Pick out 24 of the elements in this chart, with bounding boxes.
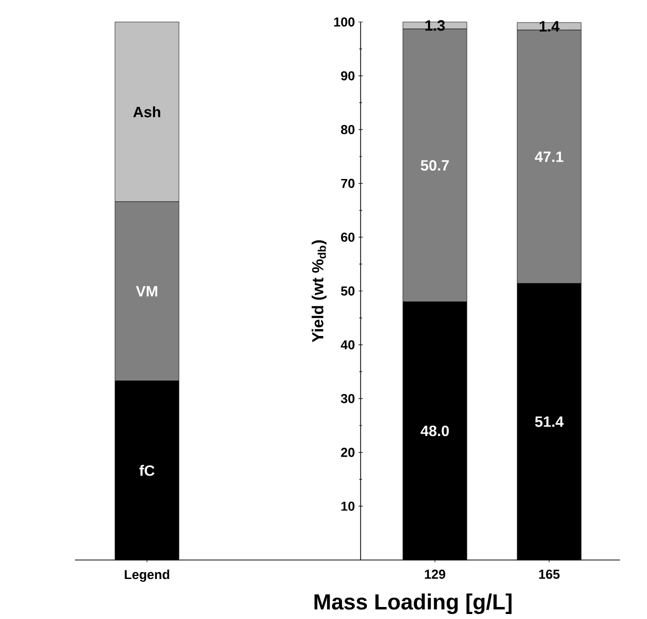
y-tick-label: 80 bbox=[340, 125, 354, 134]
data-label: 51.4 bbox=[535, 416, 564, 427]
x-tick-label: 165 bbox=[539, 570, 560, 579]
y-tick-label: 70 bbox=[341, 178, 354, 188]
y-tick-label: 40 bbox=[340, 340, 354, 350]
series-label: fC bbox=[139, 464, 154, 476]
series-label: Ash bbox=[133, 106, 160, 118]
data-label: 1.3 bbox=[425, 20, 445, 31]
y-axis-title: Yield (wt %$_{db}$) bbox=[312, 240, 327, 342]
x-tick-label: Legend bbox=[124, 570, 170, 582]
data-label: 1.4 bbox=[540, 21, 560, 32]
data-label: 48.0 bbox=[420, 426, 449, 436]
y-tick-label: 20 bbox=[341, 448, 354, 457]
x-tick-label: 129 bbox=[424, 570, 446, 579]
data-label: 50.7 bbox=[420, 160, 449, 171]
x-axis-title: Mass Loading [g/L] bbox=[314, 594, 512, 614]
y-tick-label: 60 bbox=[341, 232, 354, 242]
y-tick-label: 50 bbox=[340, 286, 354, 296]
y-tick-label: 90 bbox=[341, 71, 354, 80]
y-tick-label: 10 bbox=[341, 502, 354, 511]
y-tick-label: 30 bbox=[340, 394, 354, 404]
y-tick-label: 100 bbox=[334, 17, 354, 27]
data-label: 47.1 bbox=[534, 152, 564, 162]
series-label: VM bbox=[136, 286, 158, 296]
